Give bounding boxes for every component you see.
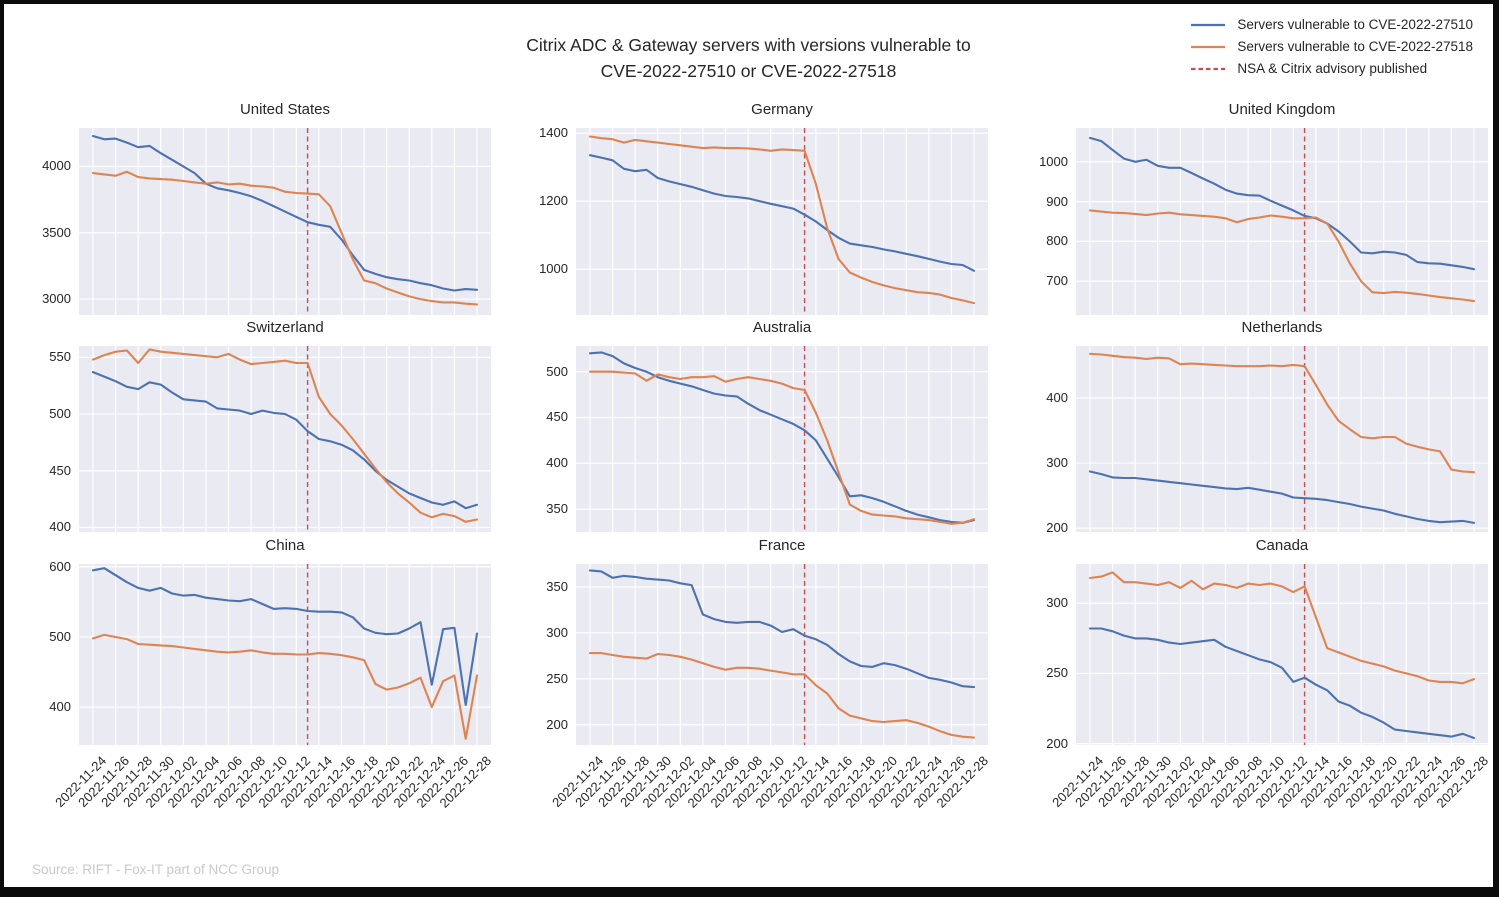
subplot-title-australia: Australia (752, 319, 812, 336)
subplot-switzerland (79, 346, 491, 532)
subplot-australia (576, 346, 988, 532)
ytick-label-china-500: 500 (49, 628, 71, 644)
ytick-label-united-kingdom-700: 700 (1046, 273, 1068, 289)
subplot-netherlands (1076, 346, 1488, 532)
series-line-cve-27510-china (91, 567, 479, 707)
series-line-cve-27510-france (588, 569, 976, 689)
ytick-label-switzerland-450: 450 (49, 462, 71, 478)
subplot-title-france: France (758, 537, 806, 554)
series-line-cve-27518-united-kingdom (1088, 209, 1476, 303)
series-line-cve-27518-canada (1088, 571, 1476, 685)
legend: Servers vulnerable to CVE-2022-27510 Serv… (1190, 17, 1473, 76)
series-line-cve-27510-united-states (91, 134, 479, 292)
subplot-china (79, 564, 491, 745)
subplot-title-united-states: United States (239, 101, 331, 118)
plot-background (576, 564, 988, 745)
series-line-cve-27518-germany (588, 135, 976, 305)
ytick-label-united-kingdom-900: 900 (1046, 193, 1068, 209)
subplot-title-germany: Germany (751, 101, 813, 118)
series-line-cve-27518-netherlands (1088, 352, 1476, 474)
ytick-label-canada-300: 300 (1046, 595, 1068, 611)
legend-item-0: Servers vulnerable to CVE-2022-27510 (1190, 17, 1473, 32)
legend-label: Servers vulnerable to CVE-2022-27518 (1237, 39, 1473, 54)
plot-background (79, 346, 491, 532)
series-line-cve-27518-united-states (91, 170, 479, 306)
ytick-label-switzerland-400: 400 (49, 519, 71, 535)
series-line-cve-27518-australia (588, 370, 976, 525)
subplot-united-states (79, 128, 491, 315)
plot-background (576, 346, 988, 532)
plot-background (1076, 128, 1488, 315)
subplot-united-kingdom (1076, 128, 1488, 315)
plot-background (576, 128, 988, 315)
ytick-label-france-250: 250 (546, 670, 568, 686)
plot-background (1076, 346, 1488, 532)
legend-item-2: NSA & Citrix advisory published (1190, 61, 1473, 76)
subplot-germany (576, 128, 988, 315)
subplot-canada (1076, 564, 1488, 745)
ytick-label-switzerland-500: 500 (49, 406, 71, 422)
series-line-cve-27510-switzerland (91, 371, 479, 510)
series-line-cve-27518-switzerland (91, 348, 479, 523)
ytick-label-canada-250: 250 (1046, 665, 1068, 681)
legend-label: NSA & Citrix advisory published (1237, 61, 1428, 76)
ytick-label-switzerland-550: 550 (49, 349, 71, 365)
ytick-label-australia-350: 350 (546, 501, 568, 517)
ytick-label-germany-1200: 1200 (539, 193, 568, 209)
ytick-label-netherlands-400: 400 (1046, 390, 1068, 406)
ytick-label-united-states-3000: 3000 (42, 291, 71, 307)
plot-background (79, 128, 491, 315)
legend-label: Servers vulnerable to CVE-2022-27510 (1237, 17, 1473, 32)
ytick-label-germany-1000: 1000 (539, 261, 568, 277)
series-line-cve-27510-united-kingdom (1088, 136, 1476, 271)
subplot-title-united-kingdom: United Kingdom (1228, 101, 1336, 118)
ytick-label-netherlands-200: 200 (1046, 520, 1068, 536)
subplot-title-china: China (265, 537, 305, 554)
series-line-cve-27510-germany (588, 154, 976, 272)
ytick-label-france-350: 350 (546, 578, 568, 594)
legend-line-swatch (1191, 45, 1226, 48)
subplot-france (576, 564, 988, 745)
subplot-title-canada: Canada (1255, 537, 1309, 554)
ytick-label-united-states-4000: 4000 (42, 158, 71, 174)
source-note: Source: RIFT - Fox-IT part of NCC Group (32, 862, 280, 877)
ytick-label-netherlands-300: 300 (1046, 455, 1068, 471)
series-line-cve-27518-china (91, 633, 479, 740)
ytick-label-france-200: 200 (546, 716, 568, 732)
ytick-label-france-300: 300 (546, 624, 568, 640)
ytick-label-australia-450: 450 (546, 409, 568, 425)
legend-dashed-line-swatch (1191, 67, 1226, 70)
figure-title: Citrix ADC & Gateway servers with versio… (526, 35, 971, 82)
ytick-label-united-kingdom-800: 800 (1046, 233, 1068, 249)
plot-background (1076, 564, 1488, 745)
legend-item-1: Servers vulnerable to CVE-2022-27518 (1190, 39, 1473, 54)
ytick-label-australia-500: 500 (546, 363, 568, 379)
ytick-label-australia-400: 400 (546, 455, 568, 471)
series-line-cve-27518-france (588, 652, 976, 739)
ytick-label-united-states-3500: 3500 (42, 224, 71, 240)
ytick-label-china-400: 400 (49, 699, 71, 715)
series-line-cve-27510-canada (1088, 627, 1476, 740)
series-line-cve-27510-netherlands (1088, 470, 1476, 524)
subplot-title-netherlands: Netherlands (1241, 319, 1323, 336)
ytick-label-united-kingdom-1000: 1000 (1039, 153, 1068, 169)
ytick-label-china-600: 600 (49, 558, 71, 574)
subplot-title-switzerland: Switzerland (246, 319, 324, 336)
ytick-label-canada-200: 200 (1046, 735, 1068, 751)
ytick-label-germany-1400: 1400 (539, 125, 568, 141)
legend-line-swatch (1191, 23, 1226, 26)
